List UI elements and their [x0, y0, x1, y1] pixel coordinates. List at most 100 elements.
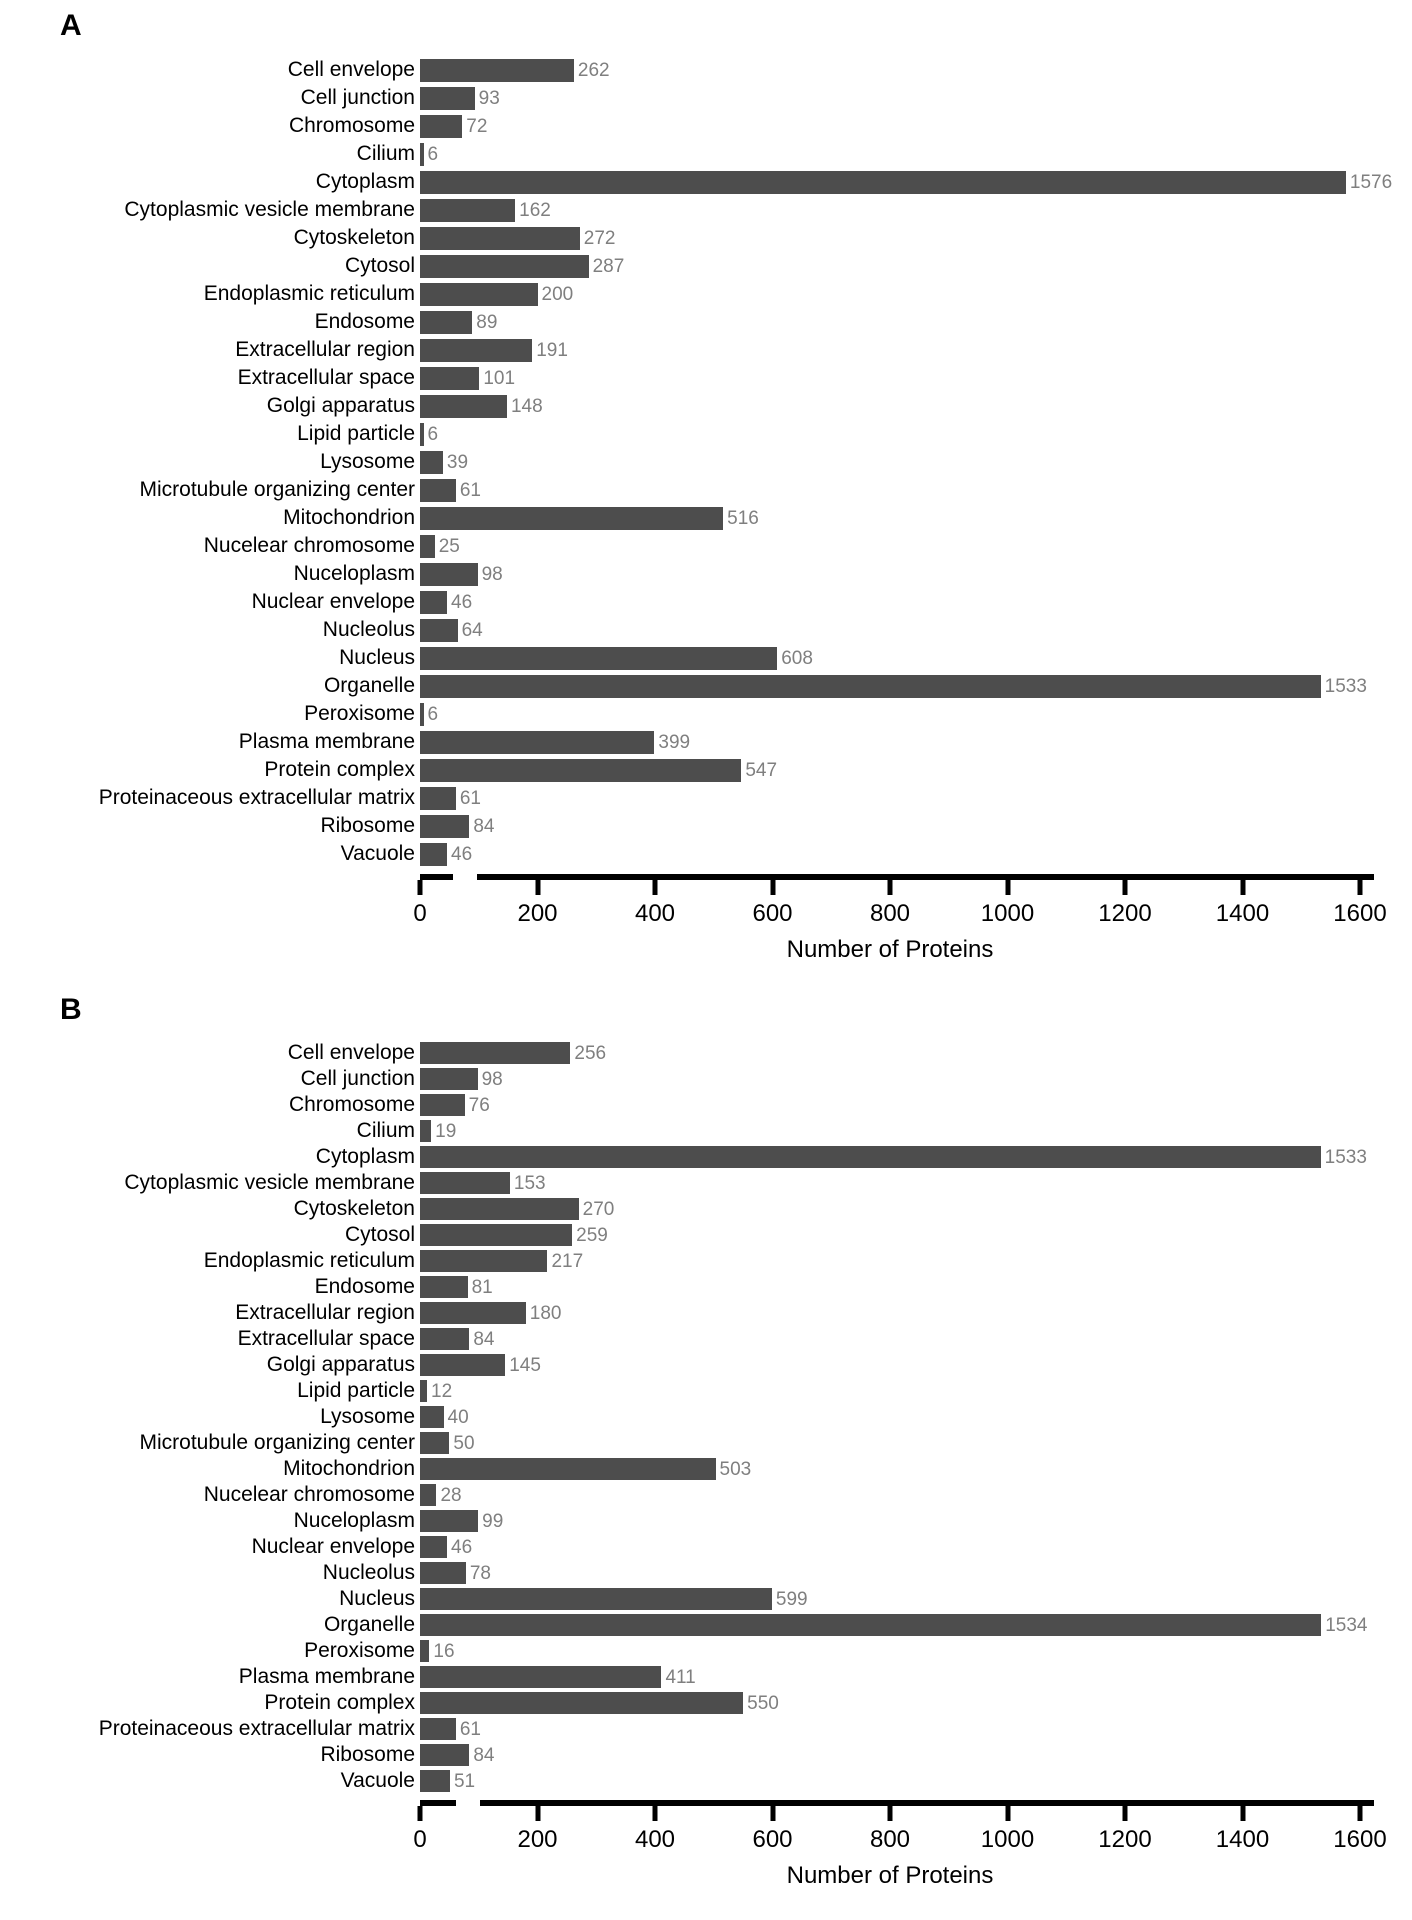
axis-tick-label: 1600: [1333, 1826, 1387, 1853]
value-label: 25: [438, 535, 460, 557]
bar-track: 6: [420, 702, 1412, 726]
chart-row: Cytoskeleton 272: [0, 224, 1412, 252]
chart-row: Extracellular region 191: [0, 336, 1412, 364]
bar: [420, 730, 655, 754]
chart-row: Cilium 19: [0, 1118, 1412, 1144]
bar-track: 12: [420, 1380, 1412, 1402]
category-label: Nuceloplasm: [293, 1509, 415, 1532]
bar: [420, 1588, 772, 1610]
chart-row: Golgi apparatus 148: [0, 392, 1412, 420]
category-label: Nuclear envelope: [251, 1535, 415, 1558]
chart-row: Cytoplasmic vesicle membrane 153: [0, 1170, 1412, 1196]
bar-track: 40: [420, 1406, 1412, 1428]
value-label: 6: [427, 423, 439, 445]
chart-row: Peroxisome 6: [0, 700, 1412, 728]
value-label: 84: [473, 815, 495, 837]
axis-tick: [1005, 880, 1010, 895]
axis-tick: [417, 880, 423, 895]
bar-track: 1533: [420, 674, 1412, 698]
category-label: Mitochondrion: [283, 1457, 415, 1480]
bar-track: 287: [420, 254, 1412, 278]
chart-row: Lysosome 40: [0, 1404, 1412, 1430]
bar: [420, 1198, 579, 1220]
value-label: 145: [509, 1354, 541, 1376]
axis-tick-label: 1600: [1333, 900, 1387, 927]
category-label: Cytoplasm: [315, 170, 415, 193]
chart-row: Organelle 1534: [0, 1612, 1412, 1638]
category-label: Cytoplasmic vesicle membrane: [124, 198, 415, 221]
category-label: Nucelear chromosome: [203, 534, 415, 557]
value-label: 1576: [1349, 171, 1393, 193]
bar-track: 61: [420, 786, 1412, 810]
value-label: 599: [775, 1588, 808, 1610]
bar: [420, 1458, 716, 1480]
bar: [420, 1172, 510, 1194]
bar: [420, 1744, 470, 1766]
bar-track: 93: [420, 86, 1412, 110]
category-label: Cell junction: [300, 1067, 415, 1090]
bar: [420, 786, 456, 810]
value-label: 46: [451, 591, 473, 613]
value-label: 608: [781, 647, 813, 669]
bar: [420, 534, 435, 558]
value-label: 1533: [1324, 1146, 1367, 1168]
value-label: 200: [541, 283, 574, 305]
category-label: Cytoplasmic vesicle membrane: [124, 1171, 415, 1194]
category-label: Vacuole: [340, 842, 415, 865]
axis-tick: [887, 880, 893, 895]
axis-tick-label: 200: [517, 900, 558, 927]
category-label: Nuclear envelope: [251, 590, 415, 613]
bar-track: 153: [420, 1172, 1412, 1194]
axis-tick: [417, 1806, 423, 1821]
axis-tick: [1240, 880, 1245, 895]
axis-tick: [1357, 880, 1363, 895]
value-label: 99: [482, 1510, 504, 1532]
bar-track: 411: [420, 1666, 1412, 1688]
value-label: 39: [446, 451, 469, 473]
value-label: 61: [459, 787, 481, 809]
bar-track: 550: [420, 1692, 1412, 1714]
chart-row: Cytosol 259: [0, 1222, 1412, 1248]
chart-row: Endosome 81: [0, 1274, 1412, 1300]
bar: [420, 702, 424, 726]
bar-rows: Cell envelope 256 Cell junction 98 Chromosom…: [0, 1040, 1412, 1794]
axis-tick: [887, 1806, 893, 1821]
chart-row: Nucelear chromosome 28: [0, 1482, 1412, 1508]
bar-track: 84: [420, 814, 1412, 838]
bar: [420, 618, 458, 642]
chart-row: Ribosome 84: [0, 1742, 1412, 1768]
bar-track: 16: [420, 1640, 1412, 1662]
chart-row: Extracellular region 180: [0, 1300, 1412, 1326]
chart-row: Cytoplasm 1533: [0, 1144, 1412, 1170]
bar-track: 78: [420, 1562, 1412, 1584]
bar: [420, 758, 742, 782]
bar-track: 180: [420, 1302, 1412, 1324]
axis-tick: [535, 1806, 540, 1821]
axis-tick: [1122, 880, 1128, 895]
chart-row: Protein complex 547: [0, 756, 1412, 784]
axis-tick-label: 400: [634, 1826, 676, 1853]
bar-track: 61: [420, 1718, 1412, 1740]
value-label: 1534: [1325, 1614, 1368, 1636]
value-label: 98: [481, 1068, 503, 1090]
chart-row: Ribosome 84: [0, 812, 1412, 840]
chart-row: Golgi apparatus 145: [0, 1352, 1412, 1378]
value-label: 98: [481, 563, 503, 585]
category-label: Nucleus: [339, 646, 415, 669]
chart-row: Cell envelope 262: [0, 56, 1412, 84]
bar: [420, 1562, 466, 1584]
chart-row: Organelle 1533: [0, 672, 1412, 700]
category-label: Extracellular space: [237, 366, 415, 389]
x-axis-title: Number of Proteins: [786, 936, 994, 963]
value-label: 259: [576, 1224, 608, 1246]
bar-track: 608: [420, 646, 1412, 670]
bar-track: 76: [420, 1094, 1412, 1116]
axis-tick-label: 1200: [1098, 1826, 1152, 1853]
category-label: Organelle: [323, 674, 415, 697]
category-label: Lysosome: [320, 450, 415, 473]
bar-track: 217: [420, 1250, 1412, 1272]
bar: [420, 170, 1346, 194]
chart-row: Mitochondrion 516: [0, 504, 1412, 532]
category-label: Lipid particle: [297, 422, 415, 445]
bar: [420, 422, 424, 446]
